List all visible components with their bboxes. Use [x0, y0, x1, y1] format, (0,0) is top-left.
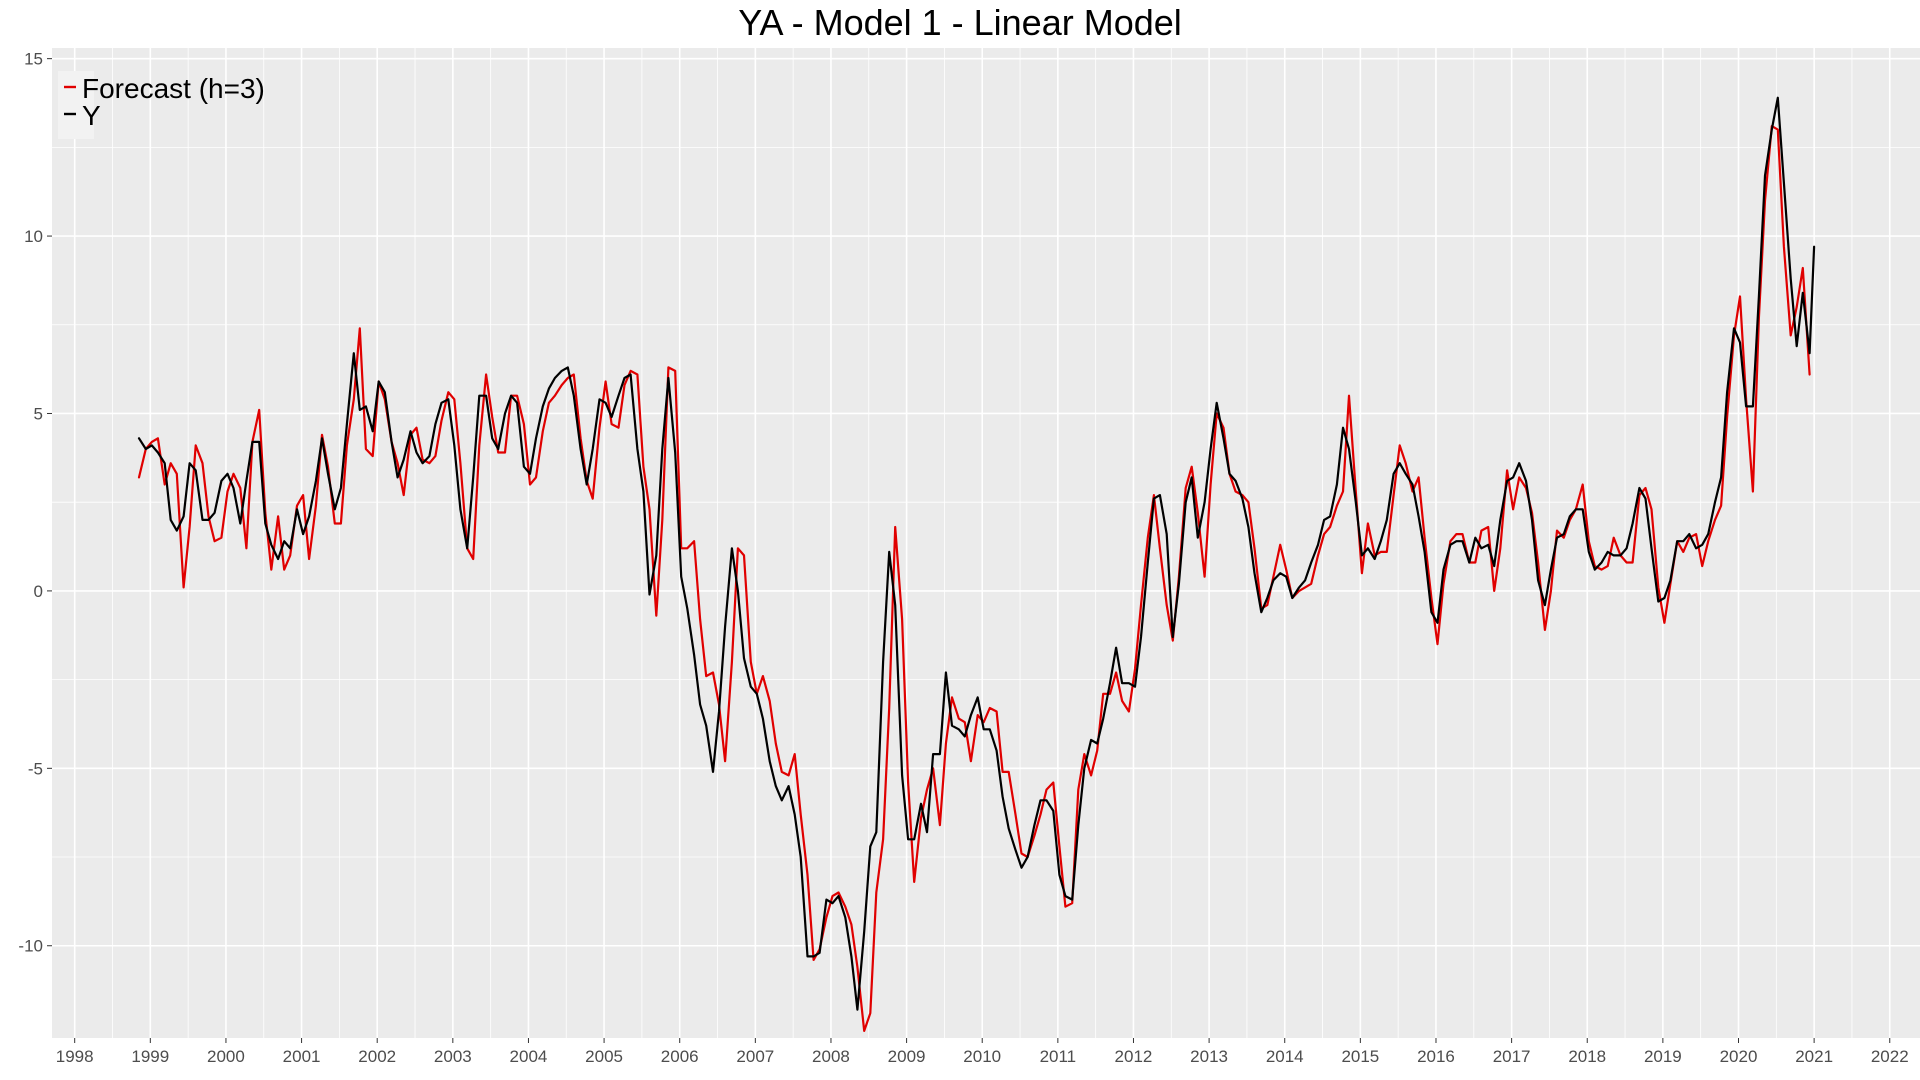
y-tick-label: 10 — [24, 227, 43, 246]
x-tick-label: 2012 — [1115, 1047, 1153, 1066]
plot-panel — [52, 48, 1920, 1038]
legend-label-y: Y — [82, 100, 101, 131]
x-tick-label: 2015 — [1341, 1047, 1379, 1066]
x-tick-label: 2018 — [1568, 1047, 1606, 1066]
axis-ticks: 1998 1999 2000 2001 2002 2003 2004 2005 2006 2007… — [18, 50, 1908, 1066]
x-tick-label: 2000 — [207, 1047, 245, 1066]
x-tick-label: 2004 — [510, 1047, 548, 1066]
y-tick-label: -5 — [28, 759, 43, 778]
legend-key-background — [58, 71, 94, 139]
x-tick-label: 2008 — [812, 1047, 850, 1066]
y-tick-label: 0 — [34, 582, 43, 601]
x-tick-label: 2022 — [1871, 1047, 1909, 1066]
legend: Forecast (h=3)Y — [58, 71, 265, 139]
x-tick-label: 2017 — [1493, 1047, 1531, 1066]
x-tick-label: 2001 — [283, 1047, 321, 1066]
x-tick-label: 2020 — [1720, 1047, 1758, 1066]
series-layer — [137, 96, 1816, 1033]
chart-title: YA - Model 1 - Linear Model — [738, 2, 1182, 43]
x-tick-label: 2002 — [358, 1047, 396, 1066]
y-tick-label: -10 — [18, 937, 43, 956]
x-tick-label: 2007 — [736, 1047, 774, 1066]
legend-label-forecast: Forecast (h=3) — [82, 73, 265, 104]
x-tick-label: 2006 — [661, 1047, 699, 1066]
x-tick-label: 2014 — [1266, 1047, 1304, 1066]
x-tick-label: 2003 — [434, 1047, 472, 1066]
y-tick-label: 5 — [34, 404, 43, 423]
x-tick-label: 1998 — [56, 1047, 94, 1066]
x-tick-label: 2010 — [963, 1047, 1001, 1066]
grid-major — [52, 48, 1920, 1038]
x-tick-label: 2005 — [585, 1047, 623, 1066]
x-tick-label: 2009 — [888, 1047, 926, 1066]
y-tick-label: 15 — [24, 50, 43, 69]
series-line-y — [137, 96, 1816, 1011]
x-tick-label: 2013 — [1190, 1047, 1228, 1066]
x-tick-label: 2021 — [1795, 1047, 1833, 1066]
x-tick-label: 2019 — [1644, 1047, 1682, 1066]
x-tick-label: 2011 — [1040, 1047, 1077, 1066]
x-tick-label: 1999 — [131, 1047, 169, 1066]
x-tick-label: 2016 — [1417, 1047, 1455, 1066]
